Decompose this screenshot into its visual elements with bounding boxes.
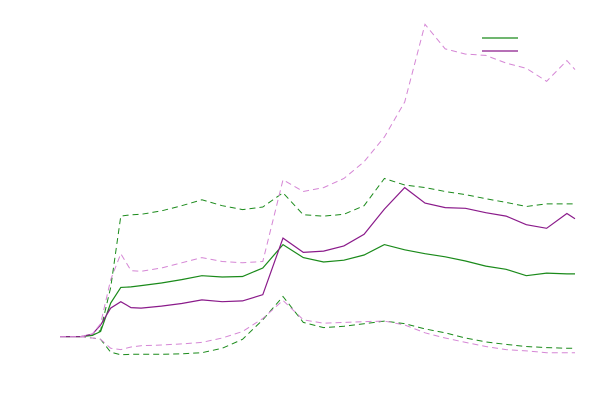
series-line-1 [60,243,575,338]
series-layer [60,23,576,356]
series-line-6 [60,299,575,354]
series-line-3 [60,295,575,356]
legend [482,37,518,52]
series-line-4 [60,186,576,338]
series-line-5 [60,23,576,338]
series-line-2 [60,177,575,338]
